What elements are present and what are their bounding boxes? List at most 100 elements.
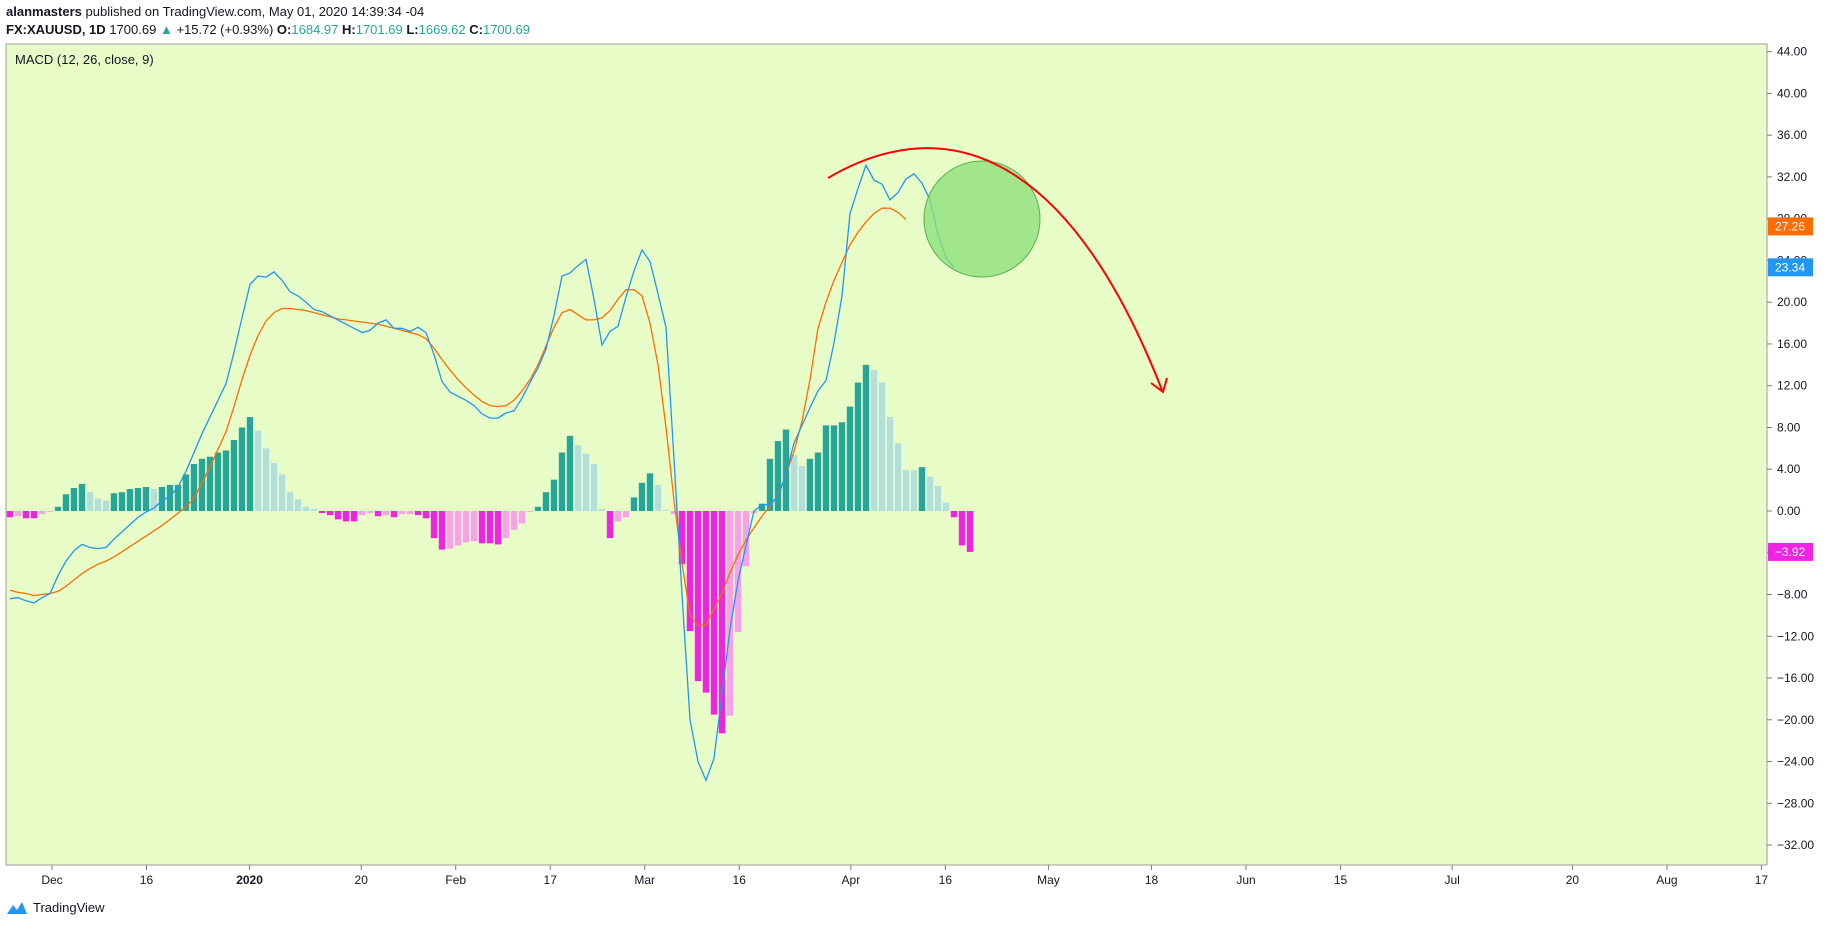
histogram-bar bbox=[134, 488, 142, 511]
price-axis[interactable]: 44.0040.0036.0032.0028.0024.0020.0016.00… bbox=[1767, 45, 1814, 852]
histogram-bar bbox=[574, 445, 582, 511]
x-tick-label: 17 bbox=[1755, 873, 1769, 887]
histogram-bar bbox=[862, 364, 870, 511]
y-tick-label: 20.00 bbox=[1777, 295, 1807, 309]
author-name[interactable]: alanmasters bbox=[6, 4, 82, 19]
histogram-bar bbox=[206, 456, 214, 511]
brand-name[interactable]: TradingView bbox=[33, 900, 105, 915]
signal-value-tag-label: 27.26 bbox=[1775, 219, 1805, 233]
histogram-bar bbox=[302, 506, 310, 511]
histogram-bar bbox=[566, 435, 574, 511]
histogram-bar bbox=[918, 467, 926, 511]
y-tick-label: 36.00 bbox=[1777, 128, 1807, 142]
histogram-bar bbox=[782, 429, 790, 511]
histogram-bar bbox=[734, 511, 742, 633]
publish-info: alanmasters published on TradingView.com… bbox=[6, 4, 530, 20]
price-change: +15.72 (+0.93%) bbox=[176, 22, 274, 37]
macd-line bbox=[9, 163, 955, 783]
histogram-bar bbox=[310, 508, 318, 511]
histogram-bar bbox=[174, 484, 182, 511]
histogram-bar bbox=[550, 479, 558, 511]
macd-histogram bbox=[6, 364, 974, 734]
histogram-bar bbox=[638, 482, 646, 511]
histogram-bar bbox=[278, 474, 286, 511]
histogram-bar bbox=[662, 509, 670, 511]
histogram-bar bbox=[670, 511, 678, 515]
histogram-bar bbox=[102, 500, 110, 511]
histogram-bar bbox=[118, 492, 126, 511]
x-tick-label: Jun bbox=[1236, 873, 1255, 887]
histogram-bar bbox=[238, 427, 246, 511]
histogram-bar bbox=[190, 464, 198, 511]
histogram-bar bbox=[62, 494, 70, 511]
histogram-bar bbox=[78, 483, 86, 511]
histogram-bar bbox=[478, 511, 486, 544]
high-value: 1701.69 bbox=[355, 22, 403, 37]
y-tick-label: −20.00 bbox=[1777, 713, 1814, 727]
y-tick-label: −32.00 bbox=[1777, 838, 1814, 852]
histogram-bar bbox=[38, 511, 46, 515]
histogram-bar bbox=[502, 511, 510, 539]
x-tick-label: 20 bbox=[1566, 873, 1580, 887]
histogram-bar bbox=[374, 511, 382, 517]
histogram-bar bbox=[326, 511, 334, 516]
histogram-bar bbox=[590, 464, 598, 511]
histogram-bar bbox=[686, 511, 694, 632]
histogram-bar bbox=[422, 511, 430, 519]
indicator-label[interactable]: MACD (12, 26, close, 9) bbox=[15, 52, 154, 67]
y-tick-label: 32.00 bbox=[1777, 170, 1807, 184]
annotations[interactable] bbox=[827, 147, 1168, 394]
x-tick-label: 18 bbox=[1145, 873, 1159, 887]
histogram-bar bbox=[694, 511, 702, 682]
y-tick-label: 0.00 bbox=[1777, 504, 1801, 518]
histogram-bar bbox=[702, 511, 710, 693]
histogram-bar bbox=[942, 502, 950, 511]
symbol-label[interactable]: FX:XAUUSD, 1D bbox=[6, 22, 106, 37]
histogram-bar bbox=[342, 511, 350, 522]
time-axis[interactable]: Dec 16 2020 20 Feb 17 Mar 16 Apr 16 May 18 Jun 15 Jul 2… bbox=[41, 865, 1828, 887]
y-tick-label: 4.00 bbox=[1777, 462, 1801, 476]
highlight-circle[interactable] bbox=[923, 160, 1041, 278]
histogram-bar bbox=[54, 506, 62, 511]
histogram-bar bbox=[558, 452, 566, 511]
x-tick-label: 16 bbox=[733, 873, 747, 887]
histogram-bar bbox=[910, 470, 918, 511]
histogram-bar bbox=[14, 511, 22, 517]
footer: TradingView bbox=[6, 900, 105, 915]
histogram-bar bbox=[126, 489, 134, 511]
histogram-bar bbox=[950, 511, 958, 518]
histogram-bar bbox=[270, 462, 278, 511]
histogram-bar bbox=[838, 422, 846, 511]
histogram-bar bbox=[598, 508, 606, 511]
histogram-bar bbox=[462, 511, 470, 543]
histogram-bar bbox=[110, 493, 118, 511]
histogram-bar bbox=[614, 511, 622, 522]
histogram-bar bbox=[622, 511, 630, 518]
x-tick-label: Aug bbox=[1656, 873, 1677, 887]
histogram-bar bbox=[366, 511, 374, 514]
macd-chart[interactable]: 44.0040.0036.0032.0028.0024.0020.0016.00… bbox=[0, 0, 1828, 895]
histogram-bar bbox=[158, 486, 166, 511]
macd-value-tag-label: 23.34 bbox=[1775, 260, 1805, 274]
published-text: published on TradingView.com, May 01, 20… bbox=[85, 4, 425, 19]
histogram-bar bbox=[854, 382, 862, 511]
histogram-bar bbox=[894, 443, 902, 511]
histogram-bar bbox=[934, 485, 942, 511]
red-arc-arrow[interactable] bbox=[827, 147, 1163, 391]
open-value: 1684.97 bbox=[291, 22, 339, 37]
histogram-bar bbox=[230, 440, 238, 511]
histogram-bar bbox=[414, 511, 422, 516]
low-value: 1669.62 bbox=[418, 22, 466, 37]
x-tick-label: Feb bbox=[445, 873, 466, 887]
histogram-bar bbox=[30, 511, 38, 519]
histogram-bar bbox=[334, 511, 342, 520]
histogram-bar bbox=[766, 458, 774, 511]
histogram-bar bbox=[878, 382, 886, 511]
up-arrow-icon: ▲ bbox=[159, 22, 173, 37]
x-tick-label: 15 bbox=[1334, 873, 1348, 887]
histogram-bar bbox=[262, 448, 270, 511]
x-tick-label: Dec bbox=[41, 873, 62, 887]
last-value-tags: 27.26 23.34 −3.92 bbox=[1768, 217, 1813, 561]
histogram-bar bbox=[846, 406, 854, 511]
chart-pane[interactable] bbox=[5, 43, 1768, 866]
